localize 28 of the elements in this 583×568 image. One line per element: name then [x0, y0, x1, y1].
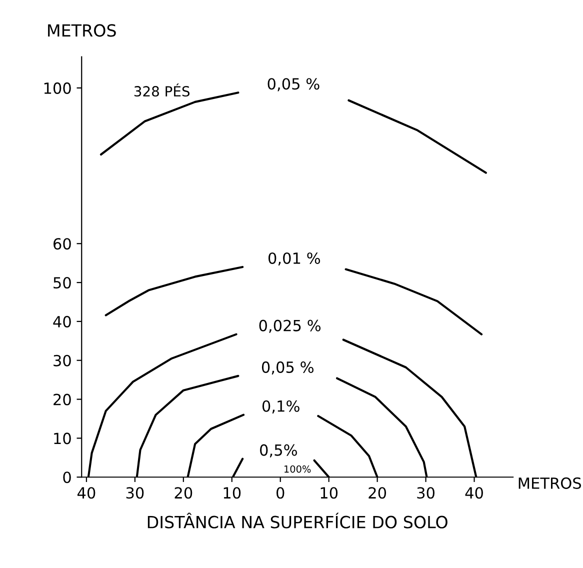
y-tick-label: 0	[63, 472, 71, 484]
series-label: 0,01 %	[268, 252, 320, 266]
text: METROS	[518, 477, 582, 489]
y-tick-label: 40	[53, 316, 71, 328]
series-label: 0,05 %	[268, 78, 320, 92]
y-tick-label: 100	[44, 82, 71, 94]
x-tick-label: 30	[417, 487, 434, 499]
x-tick-label: 40	[465, 487, 483, 499]
y-tick-label: 60	[54, 238, 71, 250]
annotation: 100%	[284, 465, 311, 473]
series-label: 0,1%	[262, 400, 300, 414]
y-tick-label: 20	[54, 394, 71, 406]
annotation: 328 PÉS	[134, 84, 190, 97]
x-tick-label: 20	[174, 487, 192, 499]
x-tick-label: 40	[77, 487, 96, 499]
series-label: 0,025 %	[259, 320, 321, 333]
x-tick-label: 10	[320, 487, 338, 499]
x-tick-label: 10	[224, 487, 241, 499]
y-tick-label: 50	[54, 276, 71, 289]
x-axis-title: DISTÂNCIA NA SUPERFÍCIE DO SOLO	[148, 512, 448, 528]
x-tick-label: 30	[126, 487, 144, 499]
y-axis-title: METROS	[48, 24, 116, 37]
y-tick-label: 30	[54, 354, 71, 366]
x-tick-label: 0	[276, 487, 284, 499]
x-tick-label: 20	[368, 487, 386, 499]
y-tick-label: 10	[54, 432, 71, 444]
series-label: 0,05 %	[262, 361, 314, 375]
series-label: 0,5%	[260, 444, 297, 458]
